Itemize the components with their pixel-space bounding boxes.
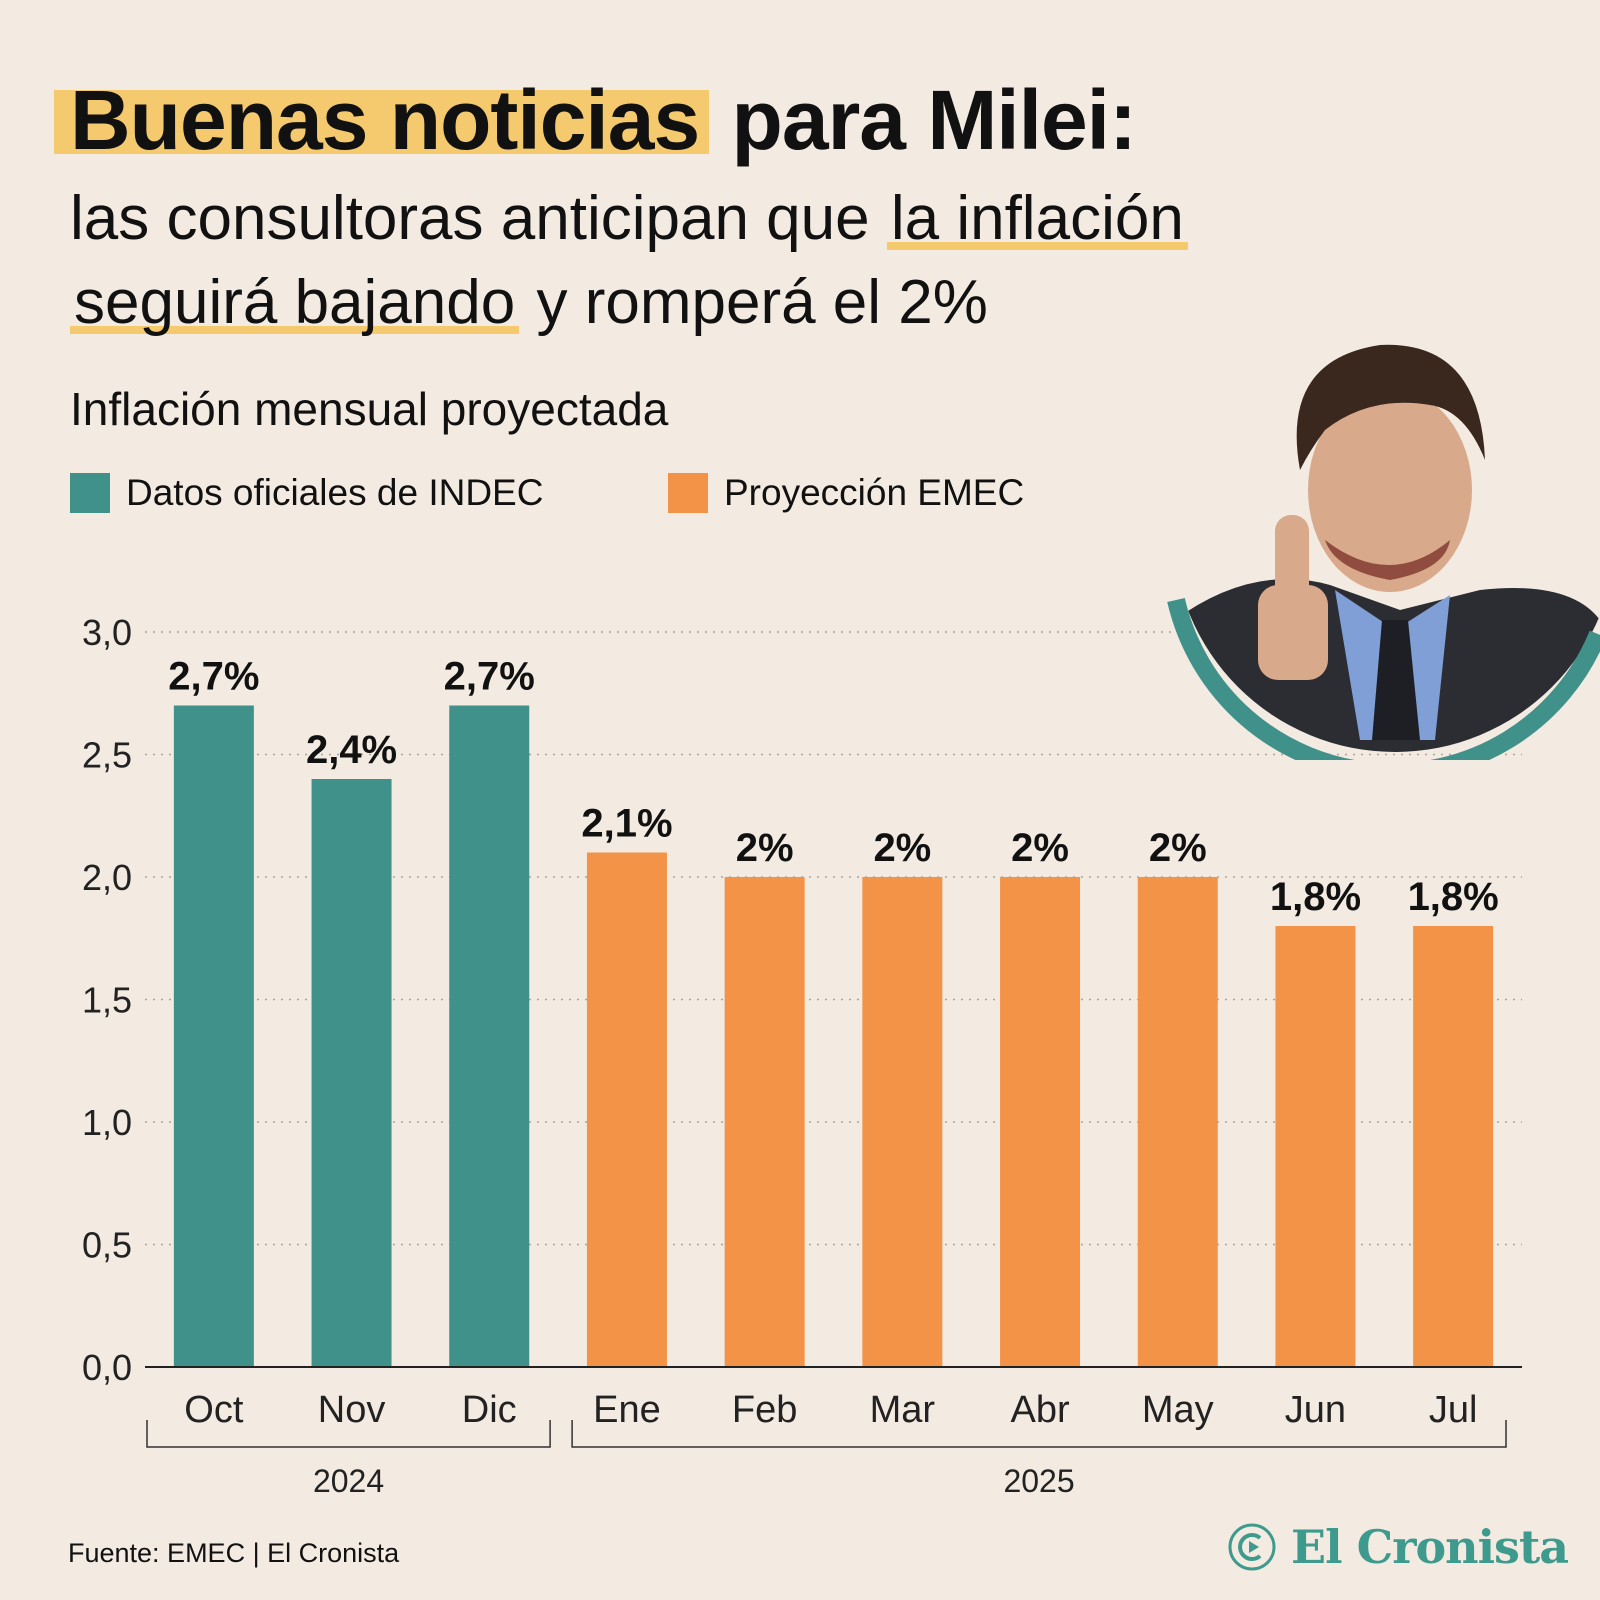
year-group-label: 2025 (1003, 1463, 1074, 1499)
chart-title: Inflación mensual proyectada (70, 383, 669, 435)
data-label: 2% (736, 826, 794, 870)
x-tick-label: Dic (462, 1389, 517, 1431)
legend-label-emec: Proyección EMEC (724, 472, 1025, 513)
subheadline-plain-1: las consultoras anticipan que (70, 184, 887, 253)
year-bracket (146, 1420, 551, 1448)
subheadline-underlined-1: la inflación (886, 184, 1188, 253)
x-tick-label: May (1142, 1389, 1214, 1431)
data-label: 1,8% (1270, 875, 1361, 919)
x-tick-label: Jul (1429, 1389, 1478, 1431)
data-label: 2,7% (444, 655, 535, 699)
subheadline-underlined-2: seguirá bajando (70, 268, 520, 337)
brand-name: El Cronista (1291, 1520, 1569, 1574)
data-label: 2% (873, 826, 931, 870)
source-note: Fuente: EMEC | El Cronista (68, 1538, 400, 1568)
x-tick-label: Oct (184, 1389, 244, 1431)
data-label: 2,7% (168, 655, 259, 699)
bar-emec (586, 852, 667, 1367)
x-tick-label: Jun (1285, 1389, 1346, 1431)
data-label: 2% (1149, 826, 1207, 870)
y-tick-label: 2,5 (82, 735, 132, 776)
x-tick-label: Mar (870, 1389, 936, 1431)
y-tick-label: 1,5 (82, 980, 132, 1021)
data-label: 2,4% (306, 728, 397, 772)
x-tick-label: Nov (318, 1389, 386, 1431)
y-tick-label: 0,0 (82, 1347, 132, 1388)
x-tick-label: Feb (732, 1389, 797, 1431)
bar-emec (1413, 926, 1494, 1367)
legend-item-indec: Datos oficiales de INDEC (70, 472, 543, 514)
legend-swatch-emec (668, 473, 708, 513)
y-tick-label: 1,0 (82, 1102, 132, 1143)
data-label: 2,1% (581, 802, 672, 846)
bar-emec (1137, 877, 1218, 1367)
year-bracket (571, 1420, 1507, 1448)
bar-indec (311, 779, 392, 1367)
legend-swatch-indec (70, 473, 110, 513)
bar-indec (173, 705, 254, 1367)
x-tick-label: Abr (1010, 1389, 1069, 1431)
y-tick-label: 0,5 (82, 1225, 132, 1266)
y-tick-label: 2,0 (82, 857, 132, 898)
year-group-label: 2024 (313, 1463, 384, 1499)
bar-emec (724, 877, 805, 1367)
bar-emec (862, 877, 943, 1367)
data-label: 2% (1011, 826, 1069, 870)
data-label: 1,8% (1408, 875, 1499, 919)
bar-emec (1275, 926, 1356, 1367)
bar-emec (1000, 877, 1081, 1367)
x-tick-label: Ene (593, 1389, 661, 1431)
cronista-c-icon (1228, 1523, 1276, 1571)
headline-rest: para Milei: (709, 73, 1137, 167)
person-thumbs-up-photo (1167, 308, 1600, 760)
headline: Buenas noticias para Milei: (54, 72, 1137, 169)
brand-logo: El Cronista (1227, 1520, 1569, 1574)
legend-item-emec: Proyección EMEC (668, 472, 1024, 514)
subheadline-line-1: las consultoras anticipan que la inflaci… (70, 183, 1188, 254)
headline-highlight: Buenas noticias (54, 73, 710, 167)
legend-label-indec: Datos oficiales de INDEC (126, 472, 544, 513)
subheadline-line-2: seguirá bajando y romperá el 2% (70, 267, 988, 338)
bar-indec (449, 705, 530, 1367)
subheadline-plain-2: y romperá el 2% (519, 268, 988, 337)
y-tick-label: 3,0 (82, 612, 132, 653)
